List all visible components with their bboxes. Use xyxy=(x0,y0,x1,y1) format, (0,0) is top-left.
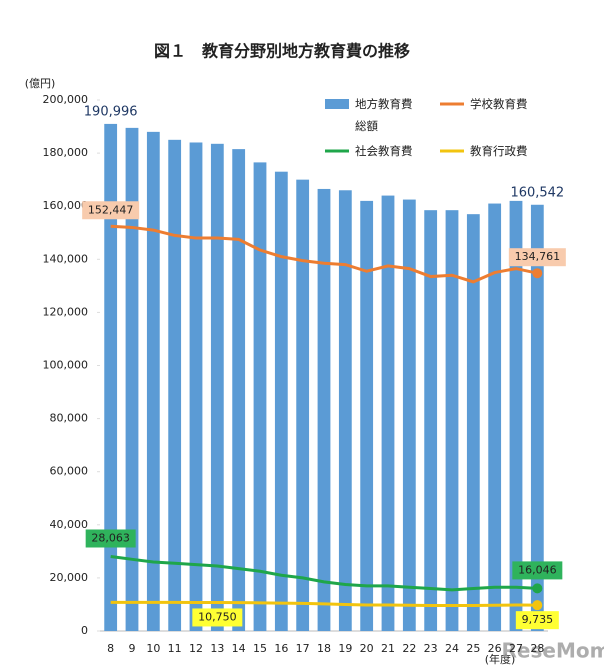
value-label-bg xyxy=(515,611,559,630)
y-tick-label: 200,000 xyxy=(43,93,89,106)
x-tick-label: 22 xyxy=(402,642,416,655)
value-label-group: 134,761 xyxy=(508,248,566,267)
end-marker xyxy=(532,268,543,279)
bar xyxy=(424,210,438,631)
y-tick-label: 140,000 xyxy=(43,252,89,265)
bar xyxy=(317,188,331,631)
y-tick-label: 60,000 xyxy=(50,465,89,478)
y-tick-label: 100,000 xyxy=(43,359,89,372)
line xyxy=(110,600,538,608)
value-label: 160,542 xyxy=(510,185,564,200)
value-label: 152,447 xyxy=(88,203,134,216)
y-tick-label: 180,000 xyxy=(43,146,89,159)
chart-title: 図１ 教育分野別地方教育費の推移 xyxy=(154,42,410,61)
line xyxy=(110,555,538,592)
value-label: 190,996 xyxy=(84,104,138,119)
bar xyxy=(509,200,523,631)
value-label-bg xyxy=(85,529,136,548)
value-label-bg xyxy=(512,561,563,580)
x-tick-label: 25 xyxy=(466,642,480,655)
x-tick-label: 21 xyxy=(381,642,395,655)
value-label-bg xyxy=(508,248,566,267)
bar xyxy=(210,143,224,631)
end-marker xyxy=(532,600,543,611)
legend-label: 社会教育費 xyxy=(355,144,413,158)
x-tick-label: 9 xyxy=(129,642,136,655)
bar xyxy=(445,210,459,631)
y-unit: (億円) xyxy=(25,77,56,90)
x-tick-label: 24 xyxy=(445,642,459,655)
bar xyxy=(253,162,267,631)
x-tick-label: 13 xyxy=(210,642,224,655)
bar xyxy=(232,149,246,631)
value-label-group: 190,996 xyxy=(84,104,138,119)
bar xyxy=(125,127,139,631)
value-label: 10,750 xyxy=(198,610,237,623)
end-marker xyxy=(532,583,543,594)
value-label: 16,046 xyxy=(518,563,557,576)
x-tick-label: 17 xyxy=(296,642,310,655)
legend-swatch xyxy=(325,99,349,109)
x-tick-label: 20 xyxy=(360,642,374,655)
value-label-group: 9,735 xyxy=(515,611,559,630)
bar xyxy=(104,123,118,632)
watermark: ReseMom xyxy=(502,639,604,663)
y-tick-label: 160,000 xyxy=(43,199,89,212)
legend-label: 学校教育費 xyxy=(470,97,528,111)
value-label: 134,761 xyxy=(515,250,561,263)
x-tick-label: 19 xyxy=(338,642,352,655)
y-tick-label: 0 xyxy=(81,624,88,637)
bar xyxy=(274,171,288,631)
x-tick-label: 15 xyxy=(253,642,267,655)
x-tick-label: 27 xyxy=(509,642,523,655)
value-label-bg xyxy=(192,608,243,627)
bar xyxy=(338,190,352,631)
x-tick-label: 8 xyxy=(107,642,114,655)
x-tick-label: 12 xyxy=(189,642,203,655)
bar xyxy=(360,200,374,631)
x-unit: (年度) xyxy=(485,652,516,666)
bar xyxy=(381,195,395,631)
value-label: 28,063 xyxy=(91,531,130,544)
bar xyxy=(296,179,310,631)
bar xyxy=(402,199,416,631)
value-label-group: 28,063 xyxy=(85,529,136,548)
bar xyxy=(488,203,502,632)
legend-label: 教育行政費 xyxy=(470,144,528,158)
legend-label: 地方教育費総額 xyxy=(355,97,413,133)
bar xyxy=(146,131,160,632)
bar xyxy=(530,204,544,631)
y-tick-label: 120,000 xyxy=(43,305,89,318)
x-tick-label: 11 xyxy=(168,642,182,655)
x-tick-label: 16 xyxy=(274,642,288,655)
bar xyxy=(466,214,480,632)
value-label-group: 10,750 xyxy=(192,608,243,627)
value-label-group: 160,542 xyxy=(510,185,564,200)
value-label-group: 152,447 xyxy=(82,201,140,220)
x-tick-label: 23 xyxy=(424,642,438,655)
bar xyxy=(168,139,182,631)
x-tick-label: 26 xyxy=(488,642,502,655)
line xyxy=(110,224,538,284)
y-tick-label: 40,000 xyxy=(50,518,89,531)
x-tick-label: 28 xyxy=(530,642,544,655)
x-tick-label: 14 xyxy=(232,642,246,655)
value-label-bg xyxy=(82,201,140,220)
x-tick-label: 10 xyxy=(146,642,160,655)
value-label-group: 16,046 xyxy=(512,561,563,580)
y-tick-label: 80,000 xyxy=(50,412,89,425)
y-tick-label: 20,000 xyxy=(50,571,89,584)
bar xyxy=(189,142,203,632)
value-label: 9,735 xyxy=(522,613,554,626)
x-tick-label: 18 xyxy=(317,642,331,655)
